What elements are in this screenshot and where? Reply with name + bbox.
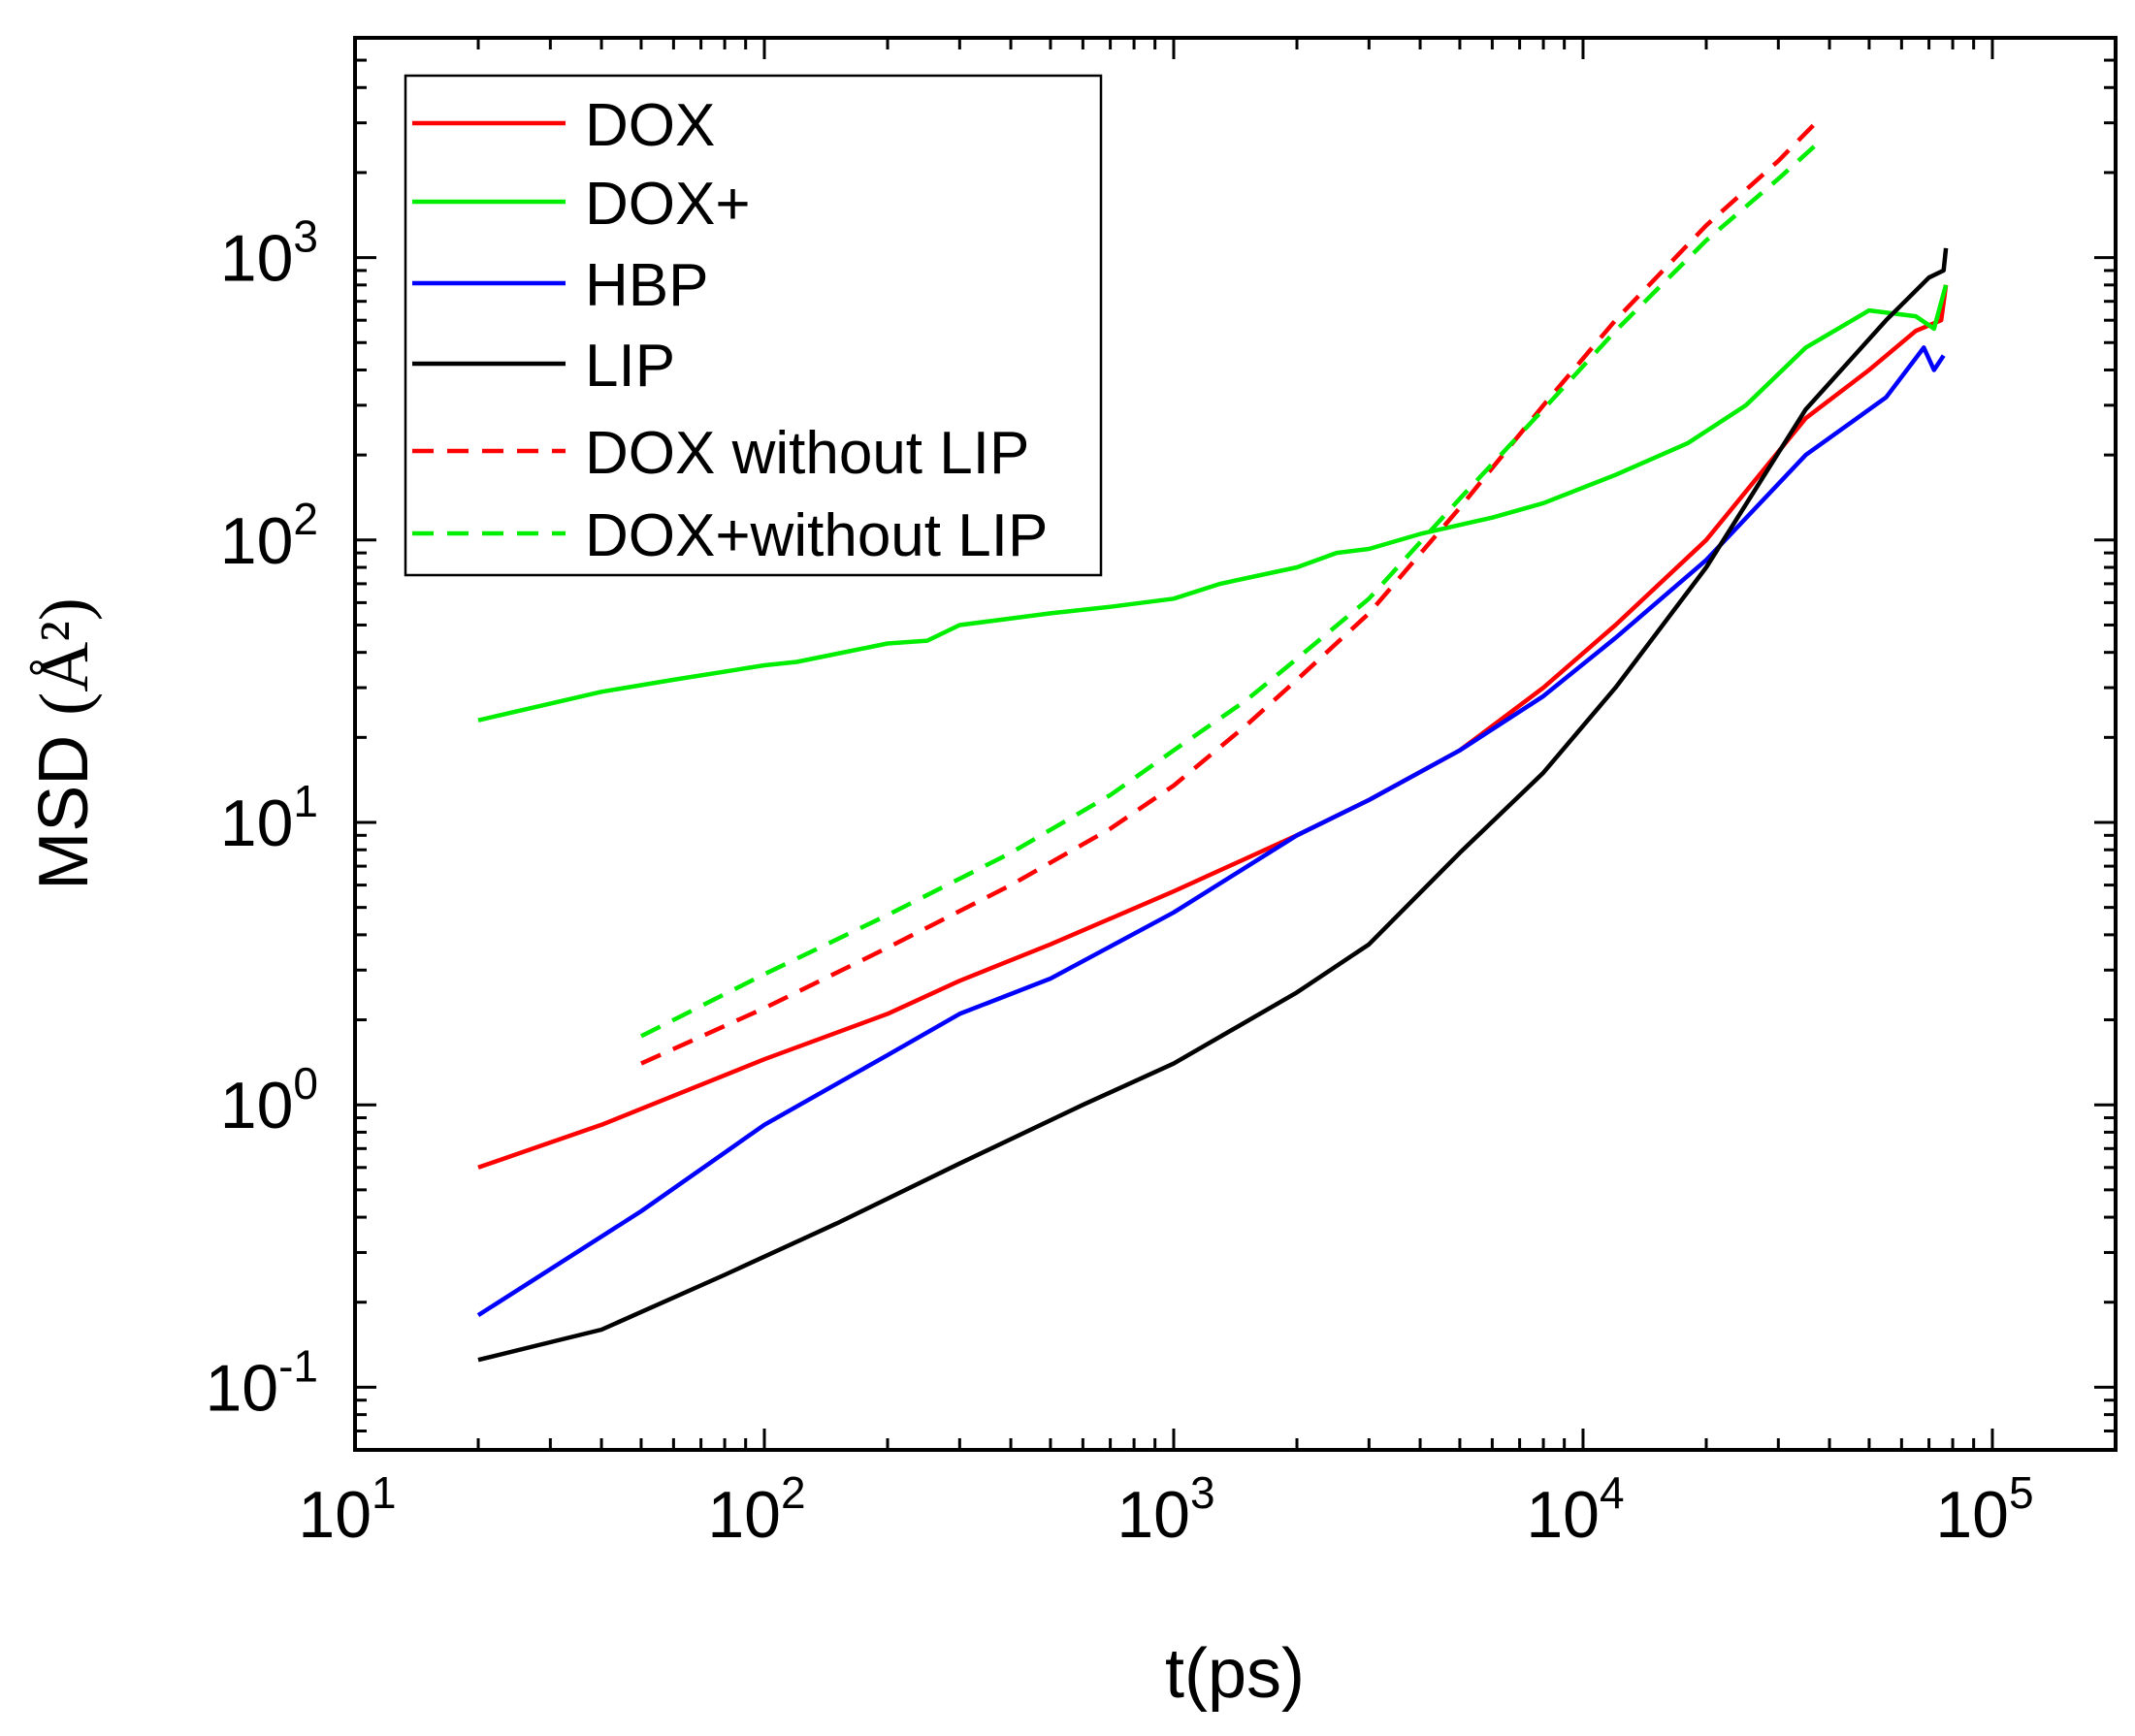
x-tick-exp: 1 (372, 1467, 397, 1518)
y-tick-label: 100 (220, 1058, 318, 1142)
y-tick-base: 10 (220, 787, 294, 860)
legend-label-lip: LIP (585, 333, 675, 400)
x-tick-base: 10 (707, 1478, 781, 1552)
y-tick-exp: 2 (293, 494, 318, 544)
y-tick-base: 10 (205, 1351, 278, 1425)
x-tick-label: 101 (298, 1467, 396, 1552)
x-tick-label: 102 (707, 1467, 805, 1552)
legend-label-dox: DOX (585, 92, 715, 159)
y-tick-exp: -1 (278, 1340, 318, 1391)
y-tick-exp: 1 (293, 776, 318, 826)
x-tick-exp: 4 (1600, 1467, 1625, 1518)
x-tick-exp: 2 (781, 1467, 806, 1518)
x-tick-labels: 101 102 103 104 105 (298, 1467, 2033, 1552)
legend: DOX DOX+ HBP LIP DOX without LIP DOX+without … (404, 74, 1103, 577)
series-line-dox- (477, 284, 1949, 723)
y-tick-label: 102 (220, 494, 318, 578)
y-axis-title-prefix: MSD (25, 735, 103, 890)
series-line-hbp (476, 345, 1946, 1317)
x-tick-exp: 3 (1190, 1467, 1215, 1518)
y-tick-exp: 3 (293, 211, 318, 262)
legend-label-dox-without-lip: DOX without LIP (585, 420, 1029, 487)
series-line-dox-without-lip (639, 144, 1818, 1039)
plot-frame (353, 36, 2118, 1452)
y-tick-exp: 0 (293, 1058, 318, 1109)
y-axis-title: MSD (Å²) (25, 597, 103, 890)
y-tick-base: 10 (220, 504, 294, 578)
x-tick-label: 105 (1935, 1467, 2033, 1552)
y-tick-label: 101 (220, 776, 318, 860)
x-tick-exp: 5 (2009, 1467, 2034, 1518)
y-tick-label: 10-1 (205, 1340, 318, 1425)
legend-label-dox-: DOX+ (585, 171, 751, 238)
x-tick-label: 104 (1526, 1467, 1624, 1552)
legend-label-dox-without-lip: DOX+without LIP (585, 502, 1048, 569)
x-tick-base: 10 (1526, 1478, 1600, 1552)
x-axis-title: t(ps) (1165, 1635, 1305, 1713)
axis-ticks (353, 36, 2118, 1452)
x-tick-label: 103 (1116, 1467, 1214, 1552)
y-tick-base: 10 (220, 222, 294, 296)
x-tick-base: 10 (1116, 1478, 1190, 1552)
series-layer (476, 121, 1949, 1363)
y-tick-label: 103 (220, 211, 318, 296)
series-line-dox-without-lip (640, 121, 1818, 1066)
y-tick-base: 10 (220, 1069, 294, 1142)
series-line-lip (477, 247, 1949, 1363)
legend-label-hbp: HBP (585, 252, 708, 319)
y-axis-title-unit: (Å²) (25, 597, 103, 716)
legend-box (404, 74, 1103, 577)
x-tick-base: 10 (1935, 1478, 2009, 1552)
x-tick-base: 10 (298, 1478, 372, 1552)
